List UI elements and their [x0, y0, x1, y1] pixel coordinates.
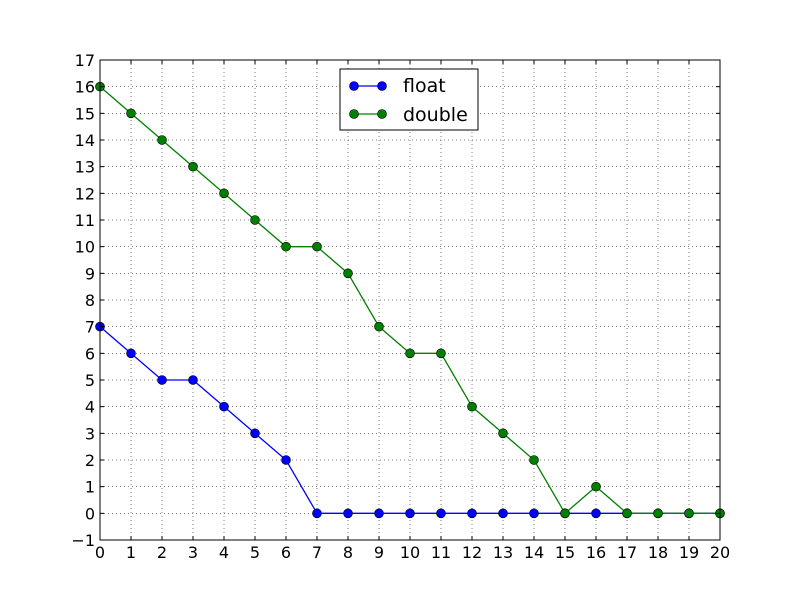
x-tick-label: 5	[250, 543, 260, 562]
y-tick-label: 14	[75, 131, 95, 150]
data-point-double	[219, 188, 229, 199]
y-tick-label: 3	[85, 424, 95, 443]
data-point-double	[374, 321, 384, 332]
data-point-double	[126, 108, 136, 119]
x-tick-label: 19	[679, 543, 699, 562]
data-point-double	[436, 348, 446, 359]
data-point-float	[374, 508, 384, 519]
data-point-double	[188, 161, 198, 172]
y-tick-label: 11	[75, 211, 95, 230]
data-point-float	[250, 428, 260, 439]
data-point-double	[560, 508, 570, 519]
x-tick-label: 13	[493, 543, 513, 562]
data-point-float	[157, 375, 167, 385]
x-tick-label: 9	[374, 543, 384, 562]
data-point-double	[157, 135, 167, 145]
data-point-double	[498, 428, 508, 439]
data-point-float	[126, 348, 136, 359]
series-double	[95, 81, 725, 519]
data-point-double	[529, 455, 539, 465]
x-tick-label: 14	[524, 543, 544, 562]
x-tick-label: 16	[586, 543, 606, 562]
y-tick-label: 8	[85, 291, 95, 310]
x-tick-label: 2	[157, 543, 167, 562]
legend: float double	[339, 68, 479, 131]
grid	[100, 60, 720, 540]
data-point-float	[312, 508, 322, 519]
data-point-double	[250, 215, 260, 225]
x-tick-label: 3	[188, 543, 198, 562]
data-point-float	[591, 508, 601, 519]
legend-box	[339, 68, 479, 131]
x-tick-label: 12	[462, 543, 482, 562]
x-tick-label: 15	[555, 543, 575, 562]
legend-entry-double: double	[349, 104, 468, 126]
data-point-float	[467, 508, 477, 519]
data-point-float	[436, 508, 446, 519]
data-point-float	[343, 508, 353, 519]
legend-label-float: float	[403, 75, 446, 97]
y-tick-label: 4	[85, 398, 95, 417]
data-point-float	[405, 508, 415, 519]
legend-marker-double	[349, 109, 359, 119]
y-tick-label: 17	[75, 51, 95, 70]
y-tick-label: 12	[75, 184, 95, 203]
legend-marker-double	[377, 109, 387, 119]
y-tick-label: 15	[75, 104, 95, 123]
x-tick-label: 0	[95, 543, 105, 562]
legend-marker-float	[349, 81, 359, 91]
x-tick-label: 17	[617, 543, 637, 562]
series-layer	[95, 81, 725, 519]
data-point-double	[281, 241, 291, 252]
data-point-double	[653, 508, 663, 519]
data-point-double	[591, 481, 601, 492]
data-point-double	[684, 508, 694, 519]
data-point-double	[467, 401, 477, 412]
data-point-float	[219, 401, 229, 412]
y-tick-label: 2	[85, 451, 95, 470]
x-tick-label: 4	[219, 543, 229, 562]
y-tick-label: 1	[85, 478, 95, 497]
data-point-double	[343, 268, 353, 279]
x-tick-label: 8	[343, 543, 353, 562]
x-tick-label: 20	[710, 543, 730, 562]
y-tick-label: 10	[75, 238, 95, 257]
data-point-double	[405, 348, 415, 359]
legend-entry-float: float	[349, 75, 446, 97]
data-point-float	[188, 375, 198, 385]
y-tick-label: 0	[85, 504, 95, 523]
y-tick-label: 9	[85, 264, 95, 283]
x-tick-label: 7	[312, 543, 322, 562]
x-tick-label: 18	[648, 543, 668, 562]
y-tick-label: 7	[85, 318, 95, 337]
data-point-float	[529, 508, 539, 519]
data-point-double	[312, 241, 322, 252]
y-tick-label: 6	[85, 344, 95, 363]
ticks: 0 1 2 3 4 5 6 7 8 9 10 11 12 13 14 15 16 17 18 19 20−1012345…	[71, 51, 730, 562]
legend-label-double: double	[403, 104, 468, 126]
data-point-float	[498, 508, 508, 519]
y-tick-label: 13	[75, 158, 95, 177]
y-tick-label: −1	[71, 531, 95, 550]
x-tick-label: 11	[431, 543, 451, 562]
x-tick-label: 6	[281, 543, 291, 562]
x-tick-label: 10	[400, 543, 420, 562]
x-tick-label: 1	[126, 543, 136, 562]
data-point-double	[622, 508, 632, 519]
y-tick-label: 16	[75, 78, 95, 97]
legend-marker-float	[377, 81, 387, 91]
data-point-float	[281, 455, 291, 465]
y-tick-label: 5	[85, 371, 95, 390]
